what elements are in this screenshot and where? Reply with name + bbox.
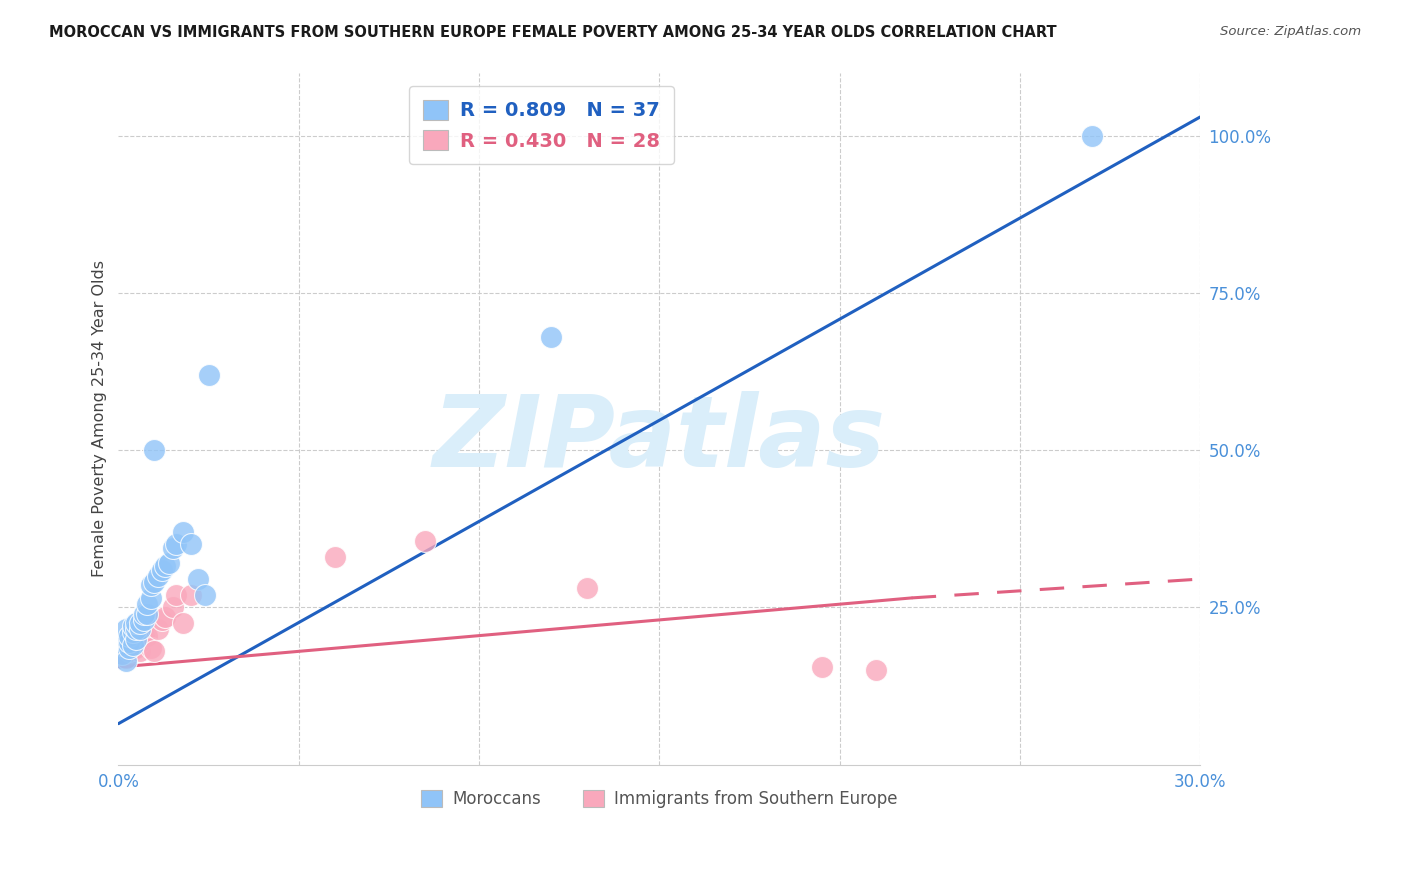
Point bbox=[129, 635, 152, 649]
Point bbox=[121, 625, 143, 640]
Point bbox=[118, 635, 141, 649]
Point bbox=[1081, 128, 1104, 143]
Point bbox=[865, 663, 887, 677]
Point bbox=[125, 632, 148, 646]
Point bbox=[576, 582, 599, 596]
Text: Source: ZipAtlas.com: Source: ZipAtlas.com bbox=[1220, 25, 1361, 38]
Point bbox=[139, 641, 162, 656]
Point bbox=[323, 549, 346, 564]
Point bbox=[180, 537, 202, 551]
Point bbox=[121, 638, 143, 652]
Point bbox=[125, 632, 148, 646]
Point bbox=[139, 578, 162, 592]
Point bbox=[129, 623, 152, 637]
Point bbox=[136, 629, 159, 643]
Point bbox=[162, 541, 184, 555]
Point bbox=[139, 591, 162, 605]
Point bbox=[114, 623, 136, 637]
Point bbox=[118, 629, 141, 643]
Point bbox=[155, 609, 177, 624]
Point bbox=[111, 638, 134, 652]
Point bbox=[165, 537, 187, 551]
Point bbox=[413, 534, 436, 549]
Point bbox=[540, 330, 562, 344]
Point bbox=[125, 623, 148, 637]
Point bbox=[187, 572, 209, 586]
Point bbox=[129, 644, 152, 658]
Point bbox=[114, 632, 136, 646]
Point bbox=[111, 648, 134, 662]
Point bbox=[114, 650, 136, 665]
Point bbox=[150, 613, 173, 627]
Point bbox=[111, 638, 134, 652]
Point bbox=[157, 557, 180, 571]
Point bbox=[118, 635, 141, 649]
Point bbox=[146, 569, 169, 583]
Legend: Moroccans, Immigrants from Southern Europe: Moroccans, Immigrants from Southern Euro… bbox=[413, 783, 904, 815]
Point bbox=[155, 559, 177, 574]
Text: MOROCCAN VS IMMIGRANTS FROM SOUTHERN EUROPE FEMALE POVERTY AMONG 25-34 YEAR OLDS: MOROCCAN VS IMMIGRANTS FROM SOUTHERN EUR… bbox=[49, 25, 1057, 40]
Point bbox=[129, 616, 152, 631]
Point bbox=[111, 648, 134, 662]
Point bbox=[143, 644, 166, 658]
Point bbox=[172, 524, 194, 539]
Point bbox=[194, 588, 217, 602]
Y-axis label: Female Poverty Among 25-34 Year Olds: Female Poverty Among 25-34 Year Olds bbox=[93, 260, 107, 577]
Point bbox=[114, 654, 136, 668]
Point bbox=[143, 443, 166, 458]
Point bbox=[810, 660, 832, 674]
Point bbox=[132, 607, 155, 621]
Point bbox=[121, 641, 143, 656]
Point bbox=[165, 588, 187, 602]
Point bbox=[136, 607, 159, 621]
Point bbox=[143, 575, 166, 590]
Point bbox=[118, 644, 141, 658]
Point bbox=[162, 600, 184, 615]
Point bbox=[132, 613, 155, 627]
Point bbox=[180, 588, 202, 602]
Point bbox=[125, 641, 148, 656]
Point bbox=[197, 368, 219, 382]
Point bbox=[121, 619, 143, 633]
Point bbox=[150, 563, 173, 577]
Text: ZIPatlas: ZIPatlas bbox=[433, 391, 886, 488]
Point bbox=[114, 641, 136, 656]
Point bbox=[136, 597, 159, 611]
Point bbox=[172, 616, 194, 631]
Point bbox=[146, 623, 169, 637]
Point bbox=[132, 629, 155, 643]
Point bbox=[125, 616, 148, 631]
Point bbox=[121, 632, 143, 646]
Point bbox=[118, 641, 141, 656]
